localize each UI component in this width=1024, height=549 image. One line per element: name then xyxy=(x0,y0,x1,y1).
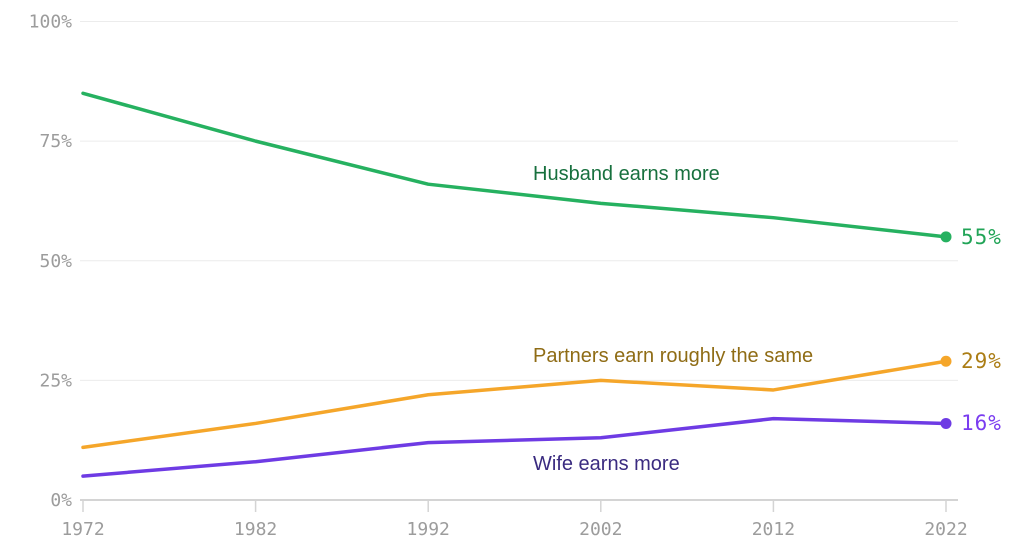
endpoint-dot-partners-earn-roughly-the-same xyxy=(940,355,952,367)
y-axis-label-75: 75% xyxy=(39,131,72,152)
series-label-wife-earns-more: Wife earns more xyxy=(533,453,680,475)
y-axis-label-50: 50% xyxy=(39,251,72,272)
line-partners-earn-roughly-the-same xyxy=(81,359,948,450)
line-wife-earns-more xyxy=(81,416,948,478)
y-axis-label-25: 25% xyxy=(39,370,72,391)
x-axis-label-2002: 2002 xyxy=(579,519,622,540)
line-husband-earns-more xyxy=(81,91,948,239)
series-label-husband-earns-more: Husband earns more xyxy=(533,163,720,185)
x-axis-label-2022: 2022 xyxy=(924,519,967,540)
y-axis-label-0: 0% xyxy=(50,490,72,511)
endpoint-dot-husband-earns-more xyxy=(940,231,952,243)
series-label-partners-earn-roughly-the-same: Partners earn roughly the same xyxy=(533,345,814,367)
x-axis-label-1982: 1982 xyxy=(234,519,277,540)
x-axis-label-1992: 1992 xyxy=(407,519,450,540)
endpoint-dot-wife-earns-more xyxy=(940,417,952,429)
end-value-label-wife-earns-more: 16% xyxy=(961,411,1002,436)
x-axis-label-2012: 2012 xyxy=(752,519,795,540)
end-value-label-partners-earn-roughly-the-same: 29% xyxy=(961,349,1002,374)
end-value-label-husband-earns-more: 55% xyxy=(961,224,1002,249)
y-axis-label-100: 100% xyxy=(29,12,73,33)
x-axis-label-1972: 1972 xyxy=(61,519,104,540)
